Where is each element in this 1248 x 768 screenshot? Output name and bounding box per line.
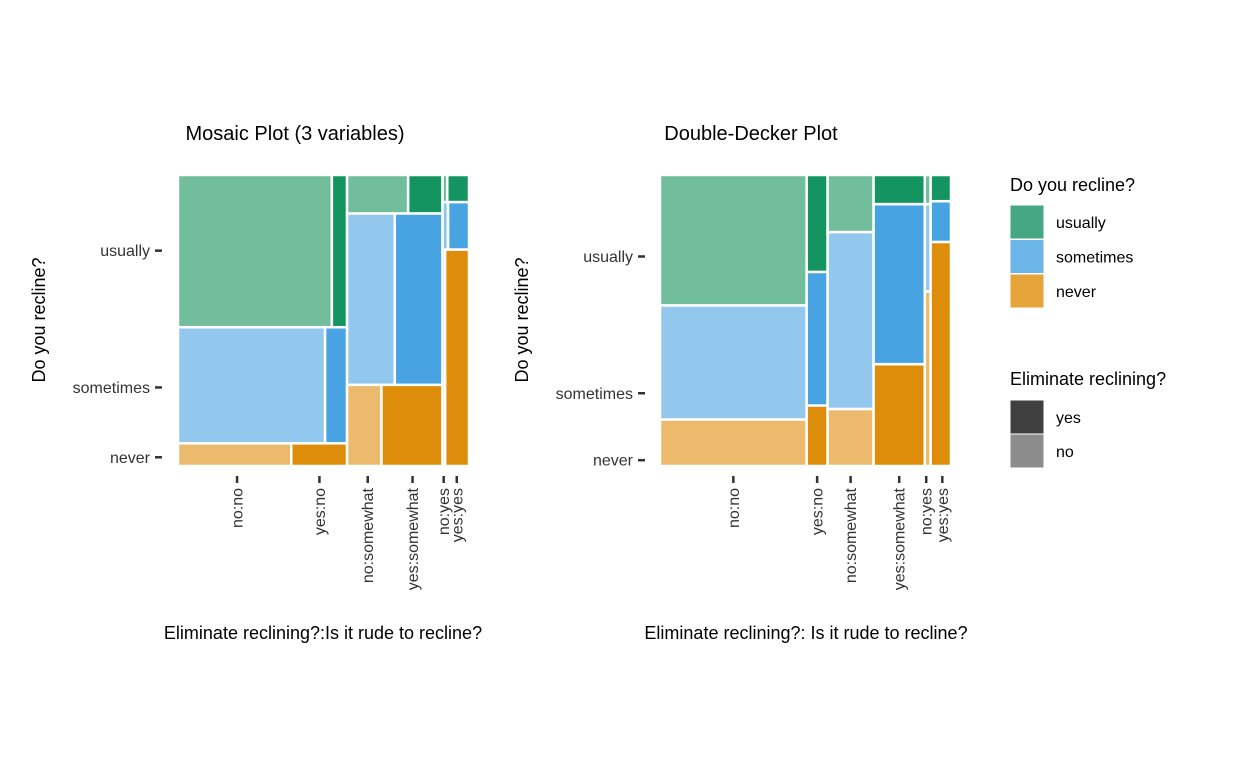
dd-tile-no-no-never [658,418,808,468]
dd-y-tick-label-usually: usually [583,249,633,266]
legend-alpha-title: Eliminate reclining? [1010,369,1166,389]
dd-x-tick-label-no:yes: no:yes [919,488,936,535]
legend-fill-title: Do you recline? [1010,175,1135,195]
mosaic-x-tick-label-yes:somewhat: yes:somewhat [405,487,422,590]
mosaic-tile-somewhat-never-yes [380,383,444,468]
mosaic-y-tick-label-sometimes: sometimes [73,380,150,397]
mosaic-tile-no-never-yes [290,442,349,468]
dd-x-tick-label-no:no: no:no [726,488,743,528]
legend-swatch-eliminate-no [1009,433,1045,469]
mosaic-tile-no-never-no [176,442,293,468]
mosaic-plot: Mosaic Plot (3 variables) usually sometim… [29,123,482,643]
mosaic-tile-somewhat-never-no [345,383,383,468]
dd-tile-no-somewhat-usually [826,173,875,234]
dd-tile-yes-no-never [805,404,829,468]
legend-swatch-usually [1009,204,1045,240]
mosaic-tile-no-usually-yes [330,173,349,329]
dd-tile-yes-yes-usually [929,173,953,203]
doubledecker-plot: Double-Decker Plot usually sometimes never… [512,123,968,643]
dd-tile-no-no-sometimes [658,304,808,421]
mosaic-plot-x-axis: no:no yes:no no:somewhat yes:somewhat no:yes… [230,476,466,590]
legend-label-sometimes: sometimes [1056,250,1133,267]
mosaic-y-tick-label-never: never [110,450,151,467]
dd-tile-yes-yes-never [929,240,953,468]
mosaic-tile-no-usually-no [176,173,334,329]
mosaic-tile-no-sometimes-yes [323,325,349,445]
mosaic-x-tick-label-no:yes: no:yes [436,488,453,535]
dd-x-tick-label-no:somewhat: no:somewhat [843,487,860,583]
legend-swatch-sometimes [1009,239,1045,274]
legend: Do you recline? usually sometimes never El… [1009,175,1166,469]
mosaic-plot-tiles [176,173,471,468]
mosaic-tile-somewhat-sometimes-no [345,212,397,387]
mosaic-tile-somewhat-usually-no [345,173,410,215]
doubledecker-plot-x-axis: no:no yes:no no:somewhat yes:somewhat no:yes… [726,476,952,590]
doubledecker-plot-y-axis-title: Do you recline? [512,257,532,382]
dd-tile-yes-somewhat-usually [872,173,927,206]
mosaic-x-tick-label-no:no: no:no [230,488,247,528]
dd-tile-yes-yes-sometimes [929,199,953,244]
dd-tile-yes-somewhat-sometimes [872,202,927,366]
legend-alpha-items: yes no [1009,399,1081,469]
doubledecker-plot-title: Double-Decker Plot [664,123,838,145]
legend-label-usually: usually [1056,215,1106,232]
dd-x-tick-label-yes:no: yes:no [810,488,827,535]
mosaic-tile-somewhat-sometimes-yes [393,212,444,387]
mosaic-y-tick-label-usually: usually [100,243,150,260]
legend-label-eliminate-yes: yes [1056,410,1081,427]
doubledecker-plot-y-axis: usually sometimes never [556,249,645,470]
mosaic-tile-yes-usually-yes [446,173,471,204]
mosaic-x-tick-label-yes:no: yes:no [312,488,329,535]
dd-tile-no-somewhat-sometimes [826,230,875,411]
legend-swatch-eliminate-yes [1009,399,1045,435]
legend-label-eliminate-no: no [1056,444,1074,461]
dd-x-tick-label-yes:yes: yes:yes [935,488,952,542]
dd-tile-yes-no-usually [805,173,829,274]
dd-y-tick-label-never: never [593,453,634,470]
mosaic-x-tick-label-yes:yes: yes:yes [449,488,466,542]
mosaic-plot-y-axis: usually sometimes never [73,243,162,467]
legend-swatch-never [1009,273,1045,309]
doubledecker-plot-x-axis-title: Eliminate reclining?: Is it rude to recl… [644,623,967,643]
dd-y-tick-label-sometimes: sometimes [556,386,633,403]
mosaic-plot-y-axis-title: Do you recline? [29,257,49,382]
legend-fill-items: usually sometimes never [1009,204,1133,309]
dd-tile-no-no-usually [658,173,808,307]
mosaic-tile-yes-never-yes [443,248,471,468]
mosaic-tile-yes-sometimes-yes [446,200,471,251]
dd-tile-no-somewhat-never [826,407,875,468]
mosaic-tile-somewhat-usually-yes [406,173,444,215]
dd-tile-yes-no-sometimes [805,270,829,407]
doubledecker-plot-tiles [658,173,953,468]
mosaic-tile-no-sometimes-no [176,325,327,445]
legend-label-never: never [1056,284,1097,301]
mosaic-plot-x-axis-title: Eliminate reclining?:Is it rude to recli… [164,623,482,643]
mosaic-plot-title: Mosaic Plot (3 variables) [186,123,405,145]
dd-x-tick-label-yes:somewhat: yes:somewhat [892,487,909,590]
dd-tile-yes-somewhat-never [872,362,927,468]
mosaic-x-tick-label-no:somewhat: no:somewhat [360,487,377,583]
